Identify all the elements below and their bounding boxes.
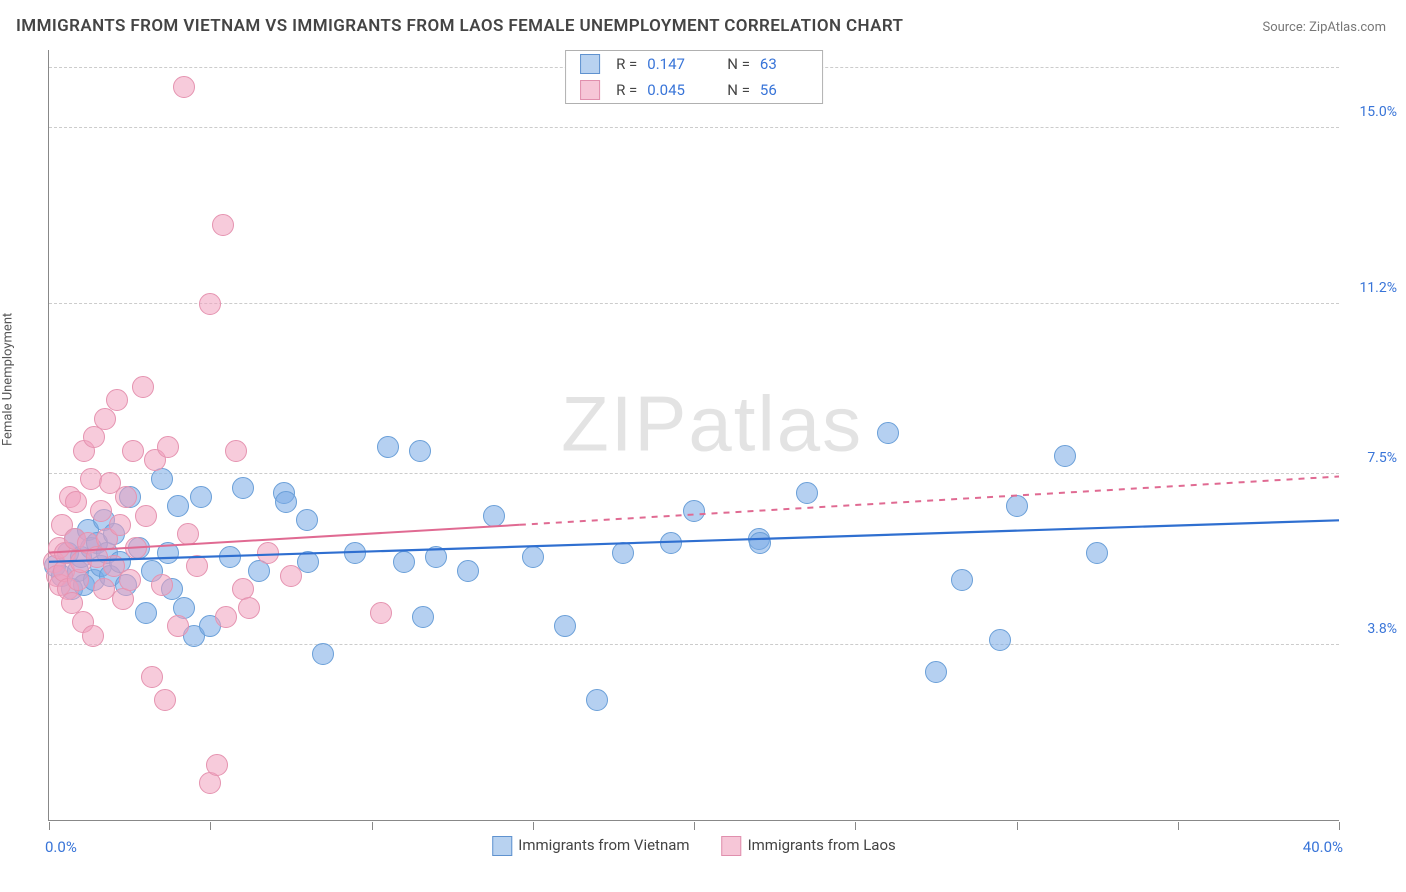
correlation-legend: R =0.147N =63R =0.045N =56 bbox=[565, 50, 823, 104]
y-tick-label: 11.2% bbox=[1347, 280, 1397, 296]
y-tick-label: 15.0% bbox=[1347, 104, 1397, 120]
legend-row-laos: R =0.045N =56 bbox=[566, 77, 822, 103]
x-tick bbox=[694, 822, 695, 830]
x-axis-min-label: 0.0% bbox=[45, 838, 77, 856]
x-axis-max-label: 40.0% bbox=[1303, 838, 1343, 856]
x-tick bbox=[49, 822, 50, 830]
x-tick bbox=[210, 822, 211, 830]
x-tick bbox=[855, 822, 856, 830]
series-legend: Immigrants from Vietnam Immigrants from L… bbox=[492, 836, 896, 856]
y-axis-label: Female Unemployment bbox=[1, 313, 16, 446]
legend-item-vietnam: Immigrants from Vietnam bbox=[492, 836, 689, 856]
y-tick-label: 3.8% bbox=[1347, 621, 1397, 637]
x-tick bbox=[1178, 822, 1179, 830]
x-tick bbox=[1339, 822, 1340, 830]
x-tick bbox=[372, 822, 373, 830]
x-tick bbox=[1017, 822, 1018, 830]
chart-title: IMMIGRANTS FROM VIETNAM VS IMMIGRANTS FR… bbox=[16, 16, 903, 36]
legend-row-vietnam: R =0.147N =63 bbox=[566, 51, 822, 77]
x-tick bbox=[533, 822, 534, 830]
plot-area: ZIPatlas R =0.147N =63R =0.045N =56 Immi… bbox=[48, 50, 1339, 821]
trendline-laos bbox=[49, 50, 1339, 820]
y-tick-label: 7.5% bbox=[1347, 450, 1397, 466]
chart-root: { "title": "IMMIGRANTS FROM VIETNAM VS I… bbox=[0, 0, 1406, 892]
source-label: Source: ZipAtlas.com bbox=[1262, 20, 1386, 35]
legend-item-laos: Immigrants from Laos bbox=[722, 836, 896, 856]
